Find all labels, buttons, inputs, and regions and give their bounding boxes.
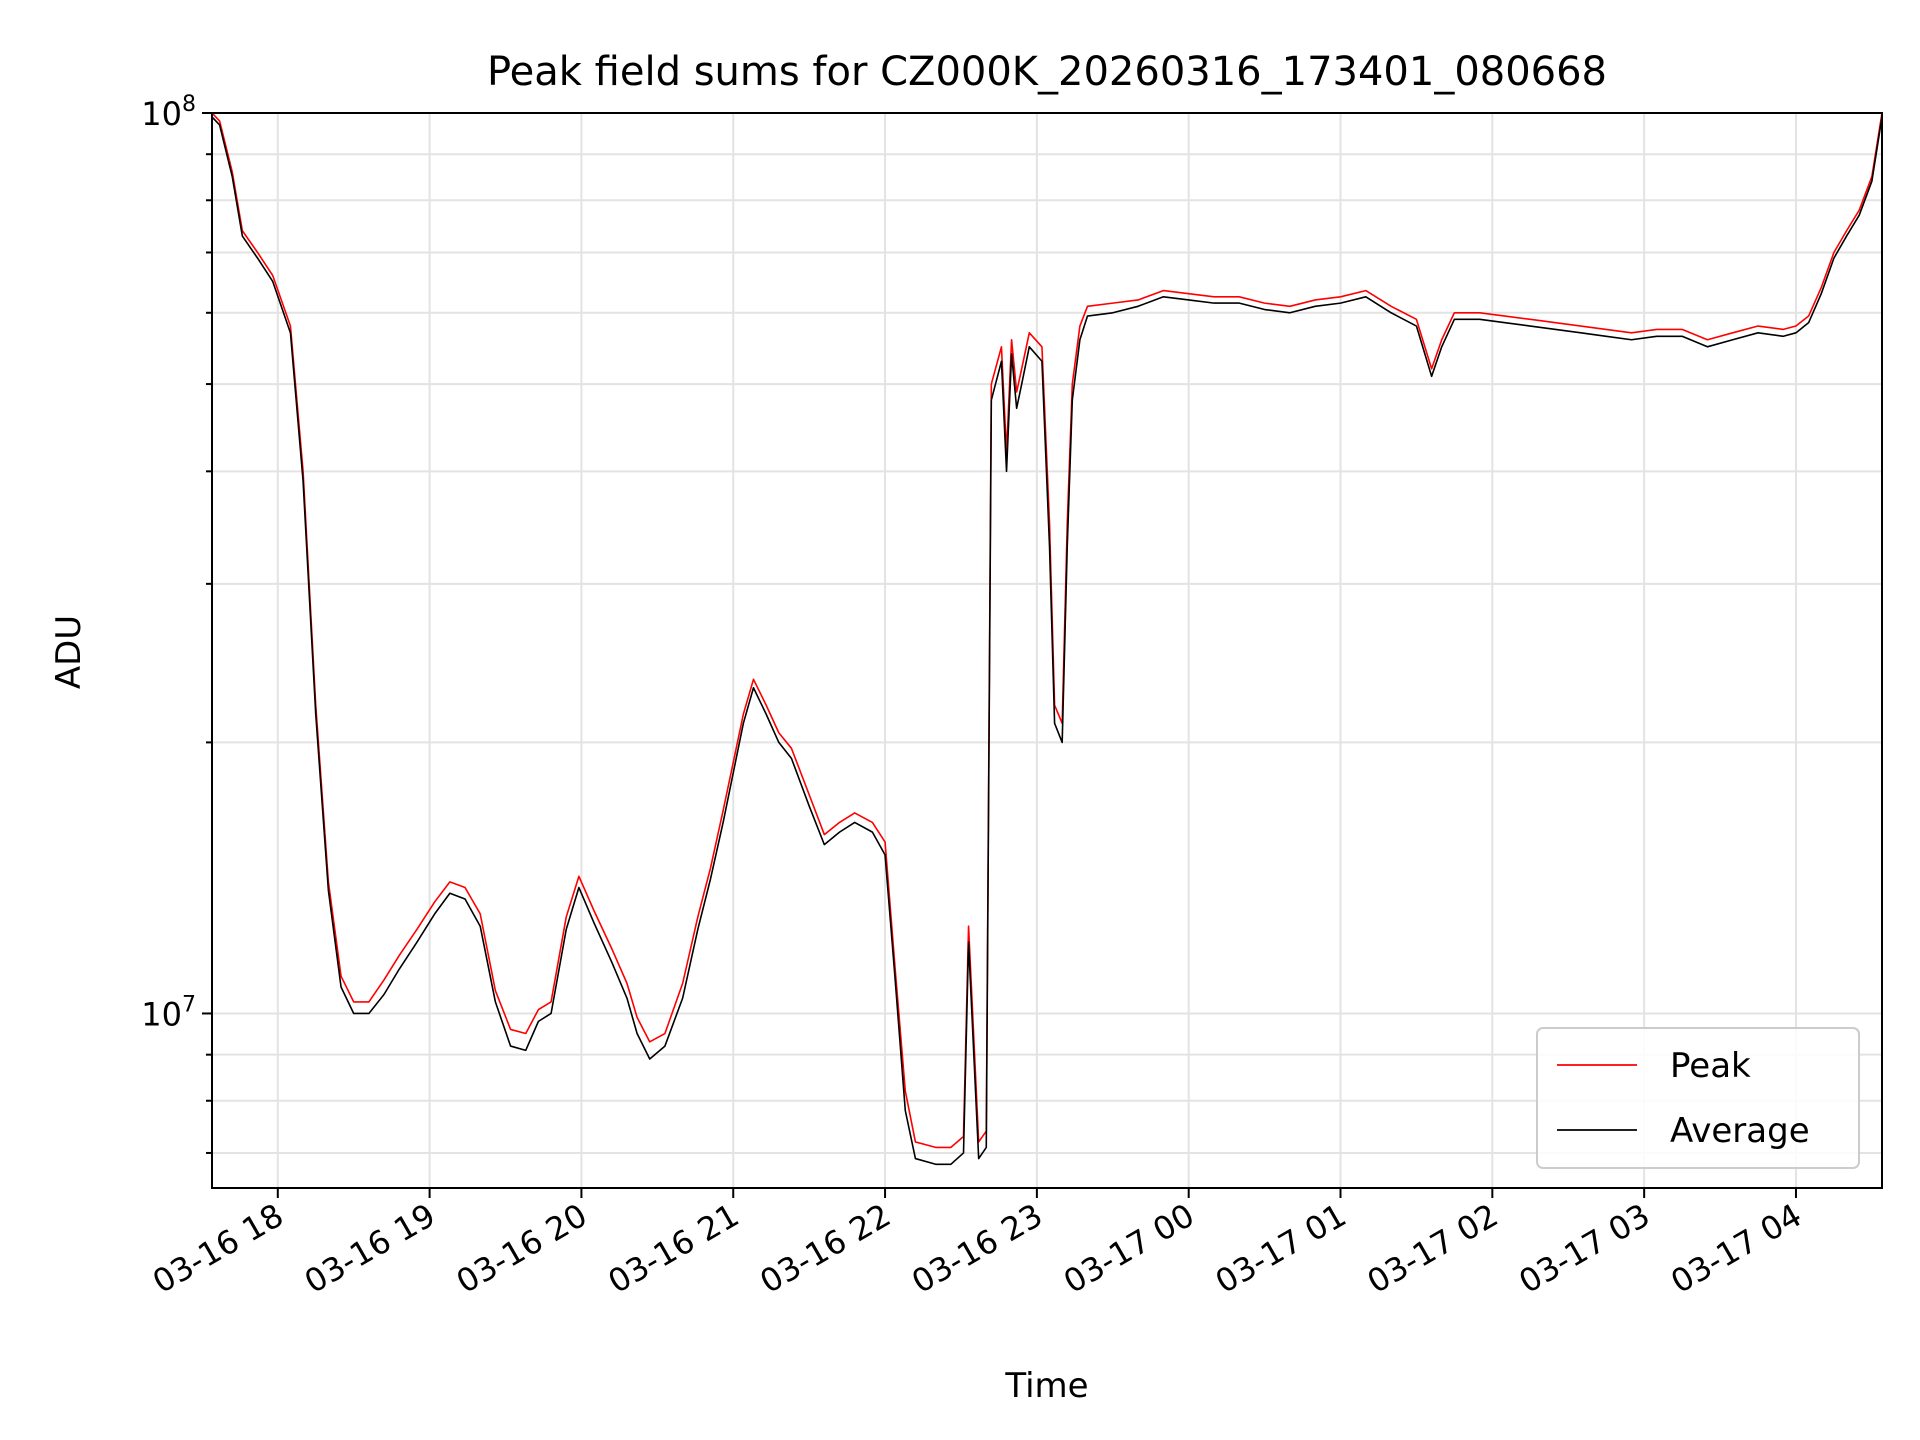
y-tick-label: 107 <box>141 992 196 1033</box>
grid <box>212 112 1882 1188</box>
y-tick-label: 108 <box>141 92 196 133</box>
y-axis-label: ADU <box>49 615 89 689</box>
plot-frame <box>211 112 1883 1189</box>
chart-title: Peak field sums for CZ000K_20260316_1734… <box>487 49 1607 95</box>
legend-label-average: Average <box>1670 1111 1810 1151</box>
legend: Peak Average <box>1536 1027 1860 1169</box>
y-axis: 107 108 <box>141 92 212 1154</box>
series-line-average <box>212 116 1882 1166</box>
plot-area <box>212 113 1882 1166</box>
x-axis-label: Time <box>1004 1366 1088 1406</box>
legend-box <box>1536 1027 1860 1169</box>
legend-label-peak: Peak <box>1670 1046 1751 1086</box>
